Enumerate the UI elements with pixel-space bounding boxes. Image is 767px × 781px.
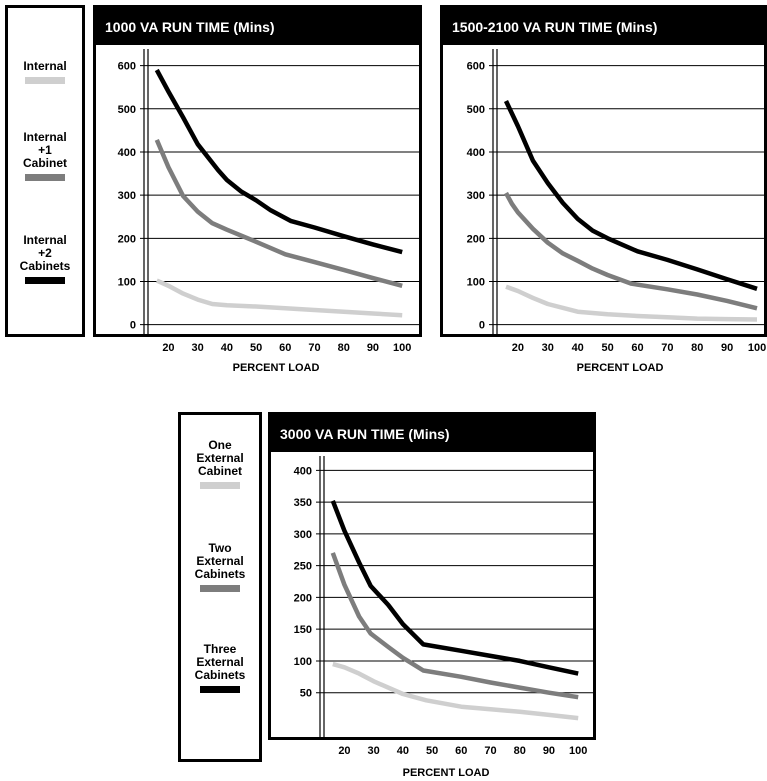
x-tick-label: 50	[250, 342, 262, 354]
series-line	[503, 100, 758, 291]
chart-title: 1000 VA RUN TIME (Mins)	[105, 19, 275, 35]
y-tick-label: 200	[118, 233, 136, 245]
x-tick-label: 60	[455, 745, 467, 757]
x-tick-label: 30	[542, 342, 554, 354]
chart-3000va-svg: 3000 VA RUN TIME (Mins) 50 100 150 200 250 300…	[268, 412, 596, 757]
x-tick-label: 50	[426, 745, 438, 757]
y-tick-label: 100	[118, 277, 136, 289]
x-tick-label: 30	[368, 745, 380, 757]
x-tick-label: 70	[308, 342, 320, 354]
x-tick-label: 100	[569, 745, 587, 757]
x-tick-label: 90	[367, 342, 379, 354]
series-line	[330, 552, 579, 700]
y-tick-label: 200	[294, 592, 312, 604]
y-tick-label: 250	[294, 561, 312, 573]
legend-entry: Internal	[8, 60, 82, 84]
chart-1000va: 1000 VA RUN TIME (Mins) 0 100 200 300 400 500 6…	[93, 5, 422, 385]
legend-label: Internal +1 Cabinet	[22, 130, 67, 170]
y-tick-label: 0	[130, 320, 136, 332]
y-tick-label: 200	[467, 233, 485, 245]
chart-frame	[268, 412, 596, 740]
y-tick-label: 50	[300, 688, 312, 700]
series-line	[155, 278, 403, 318]
x-tick-label: 40	[221, 342, 233, 354]
x-tick-label: 20	[512, 342, 524, 354]
legend-label: Two External Cabinets	[194, 541, 246, 581]
x-tick-label: 20	[162, 342, 174, 354]
legend-panel-top: Internal Internal +1 Cabinet Internal +2…	[5, 5, 85, 337]
legend-swatch-light	[25, 77, 65, 84]
y-tick-label: 350	[294, 497, 312, 509]
legend-panel-bottom: One External Cabinet Two External Cabine…	[178, 412, 262, 762]
y-tick-label: 300	[467, 190, 485, 202]
y-tick-label: 600	[467, 61, 485, 73]
y-tick-label: 100	[467, 277, 485, 289]
series-line	[154, 68, 403, 255]
y-tick-label: 600	[118, 61, 136, 73]
legend-entry: Three External Cabinets	[181, 643, 259, 693]
x-tick-label: 80	[514, 745, 526, 757]
x-axis-label: PERCENT LOAD	[576, 362, 664, 374]
x-axis-label: PERCENT LOAD	[232, 362, 320, 374]
x-tick-label: 100	[748, 342, 766, 354]
y-tick-label: 100	[294, 656, 312, 668]
x-axis-label: PERCENT LOAD	[402, 767, 490, 779]
legend-swatch-dark	[25, 277, 65, 284]
legend-label: Internal +2 Cabinets	[19, 233, 71, 273]
chart-title: 3000 VA RUN TIME (Mins)	[280, 426, 450, 442]
legend-entry: One External Cabinet	[181, 439, 259, 489]
x-tick-label: 80	[691, 342, 703, 354]
legend-swatch-mid	[25, 174, 65, 181]
x-tick-label: 40	[397, 745, 409, 757]
y-tick-label: 300	[294, 529, 312, 541]
x-tick-label: 50	[601, 342, 613, 354]
chart-header	[268, 412, 596, 452]
series-line	[154, 139, 403, 288]
x-tick-label: 90	[721, 342, 733, 354]
y-tick-label: 400	[294, 465, 312, 477]
x-tick-label: 20	[338, 745, 350, 757]
y-tick-label: 500	[118, 104, 136, 116]
x-tick-label: 80	[338, 342, 350, 354]
x-tick-label: 70	[661, 342, 673, 354]
x-tick-label: 30	[192, 342, 204, 354]
y-tick-label: 500	[467, 104, 485, 116]
x-tick-label: 100	[393, 342, 411, 354]
legend-entry: Two External Cabinets	[181, 542, 259, 592]
chart-title: 1500-2100 VA RUN TIME (Mins)	[452, 19, 657, 35]
x-tick-label: 60	[631, 342, 643, 354]
chart-header	[440, 5, 767, 45]
y-tick-label: 400	[467, 147, 485, 159]
x-tick-label: 70	[484, 745, 496, 757]
chart-1000va-svg: 1000 VA RUN TIME (Mins) 0 100 200 300 400 500 6…	[93, 5, 422, 354]
legend-swatch-light	[200, 482, 240, 489]
legend-label: Three External Cabinets	[194, 642, 246, 682]
legend-label: Internal	[23, 59, 67, 73]
chart-1500-2100va: 1500-2100 VA RUN TIME (Mins) 0 100 200 300 40…	[440, 5, 767, 385]
chart-frame	[93, 5, 422, 337]
y-tick-label: 300	[118, 190, 136, 202]
x-tick-label: 40	[572, 342, 584, 354]
chart-header	[93, 5, 422, 45]
legend-swatch-mid	[200, 585, 240, 592]
y-tick-label: 150	[294, 624, 312, 636]
legend-label: One External Cabinet	[196, 438, 244, 478]
series-line	[332, 661, 579, 721]
y-tick-label: 0	[479, 320, 485, 332]
series-line	[330, 499, 579, 676]
legend-entry: Internal +2 Cabinets	[8, 234, 82, 284]
chart-3000va: 3000 VA RUN TIME (Mins) 50 100 150 200 250 300…	[268, 412, 598, 781]
legend-entry: Internal +1 Cabinet	[8, 131, 82, 181]
chart-1500-2100va-svg: 1500-2100 VA RUN TIME (Mins) 0 100 200 300 40…	[440, 5, 767, 354]
x-tick-label: 90	[543, 745, 555, 757]
legend-swatch-dark	[200, 686, 240, 693]
chart-frame	[440, 5, 767, 337]
y-tick-label: 400	[118, 147, 136, 159]
series-line	[505, 284, 758, 322]
series-line	[504, 191, 758, 311]
x-tick-label: 60	[279, 342, 291, 354]
